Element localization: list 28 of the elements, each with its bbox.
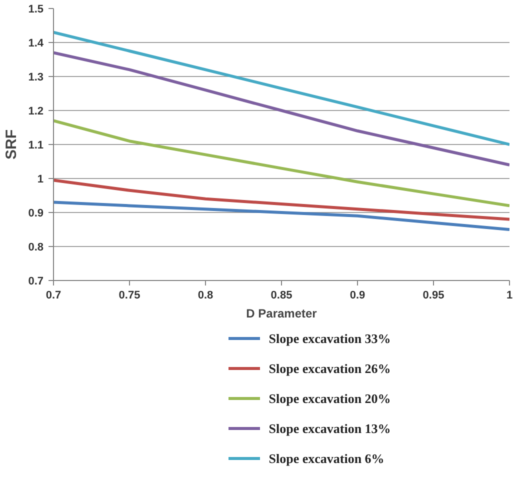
- y-tick-label: 1.4: [28, 38, 44, 50]
- legend-label: Slope excavation 6%: [268, 451, 384, 466]
- y-tick-label: 1.3: [28, 72, 44, 84]
- y-axis-title: SRF: [3, 130, 20, 160]
- x-tick-label: 1: [506, 290, 513, 302]
- y-tick-label: 1.1: [28, 140, 44, 152]
- y-tick-label: 1: [37, 174, 44, 186]
- x-tick-label: 0.8: [198, 290, 214, 302]
- x-tick-label: 0.85: [270, 290, 292, 302]
- y-tick-label: 1.2: [28, 106, 44, 118]
- line-series: [54, 178, 510, 221]
- x-tick-label: 0.75: [118, 290, 140, 302]
- line-series: [54, 30, 510, 146]
- x-tick-label: 0.95: [422, 290, 444, 302]
- line-series: [54, 51, 510, 166]
- y-tick-label: 1.5: [28, 4, 44, 16]
- legend-label: Slope excavation 20%: [268, 391, 391, 406]
- line-series: [54, 200, 510, 231]
- line-series: [54, 119, 510, 208]
- x-axis-title: D Parameter: [246, 306, 318, 320]
- y-tick-label: 0.8: [28, 242, 44, 254]
- y-tick-label: 0.9: [28, 208, 44, 220]
- x-tick-label: 0.9: [350, 290, 366, 302]
- y-tick-label: 0.7: [28, 276, 44, 288]
- legend-label: Slope excavation 13%: [268, 421, 391, 436]
- legend-label: Slope excavation 26%: [268, 361, 391, 376]
- legend-label: Slope excavation 33%: [268, 331, 391, 346]
- x-tick-label: 0.7: [46, 290, 62, 302]
